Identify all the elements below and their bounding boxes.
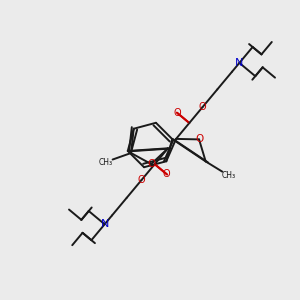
- Text: N: N: [235, 58, 244, 68]
- Text: O: O: [163, 169, 170, 179]
- Text: O: O: [147, 159, 155, 169]
- Text: N: N: [100, 219, 109, 229]
- Text: O: O: [195, 134, 203, 144]
- Text: O: O: [174, 108, 181, 118]
- Text: CH₃: CH₃: [98, 158, 112, 167]
- Text: O: O: [138, 175, 145, 185]
- Text: CH₃: CH₃: [222, 171, 236, 180]
- Text: O: O: [199, 102, 206, 112]
